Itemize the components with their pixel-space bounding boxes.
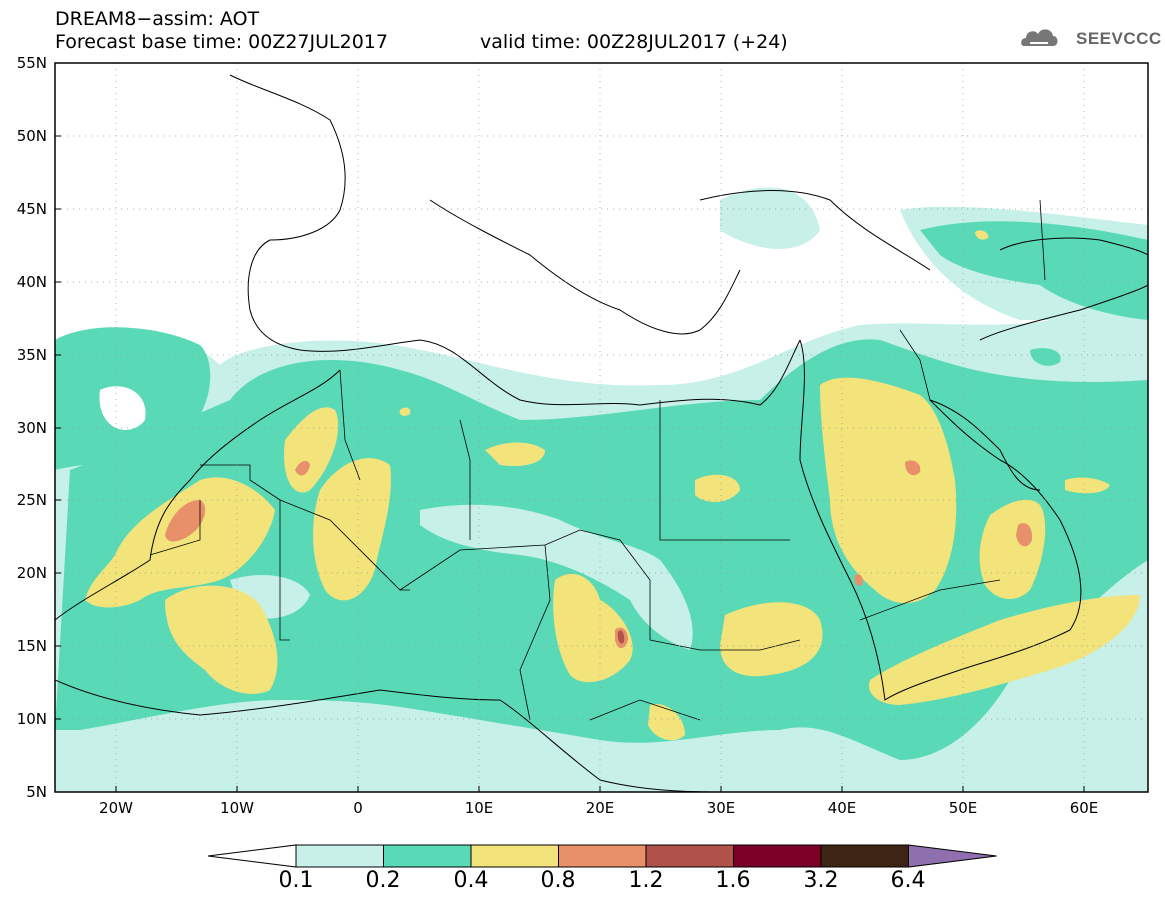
lat-label: 50N <box>16 127 47 145</box>
lat-label: 30N <box>16 419 47 437</box>
lat-label: 20N <box>16 564 47 582</box>
colorbar-label: 0.4 <box>453 868 489 893</box>
colorbar-label: 6.4 <box>890 868 926 893</box>
lat-label: 35N <box>16 346 47 364</box>
colorbar-label: 1.2 <box>628 868 664 893</box>
lon-label: 20E <box>585 799 615 817</box>
aot-contour-0.4 <box>85 230 1140 741</box>
lat-label: 55N <box>16 54 47 72</box>
colorbar-label: 3.2 <box>803 868 839 893</box>
lat-label: 5N <box>26 783 47 801</box>
lat-label: 40N <box>16 273 47 291</box>
lat-label: 45N <box>16 200 47 218</box>
colorbar-label: 1.6 <box>715 868 751 893</box>
colorbar-label: 0.8 <box>540 868 576 893</box>
colorbar-label: 0.1 <box>278 868 314 893</box>
lat-label: 10N <box>16 710 47 728</box>
forecast-base-time: Forecast base time: 00Z27JUL2017 <box>55 31 388 53</box>
graticule <box>55 63 1148 792</box>
colorbar-label: 0.2 <box>365 868 401 893</box>
seevccc-logo: SEEVCCC <box>1076 29 1162 48</box>
coastlines <box>55 74 1148 792</box>
lon-label: 10E <box>464 799 494 817</box>
lon-label: 0 <box>353 799 363 817</box>
valid-time: valid time: 00Z28JUL2017 (+24) <box>480 31 788 53</box>
country-borders <box>149 199 1046 721</box>
lon-label: 20W <box>99 799 133 817</box>
lon-label: 30E <box>706 799 736 817</box>
map-title: DREAM8−assim: AOT <box>55 8 260 30</box>
lat-label: 25N <box>16 491 47 509</box>
lon-label: 50E <box>948 799 978 817</box>
aot-contour-1.2 <box>617 630 625 644</box>
lat-label: 15N <box>16 637 47 655</box>
lon-label: 40E <box>827 799 857 817</box>
lon-label: 10W <box>220 799 254 817</box>
lon-label: 60E <box>1069 799 1099 817</box>
cloud-icon <box>1021 29 1058 46</box>
